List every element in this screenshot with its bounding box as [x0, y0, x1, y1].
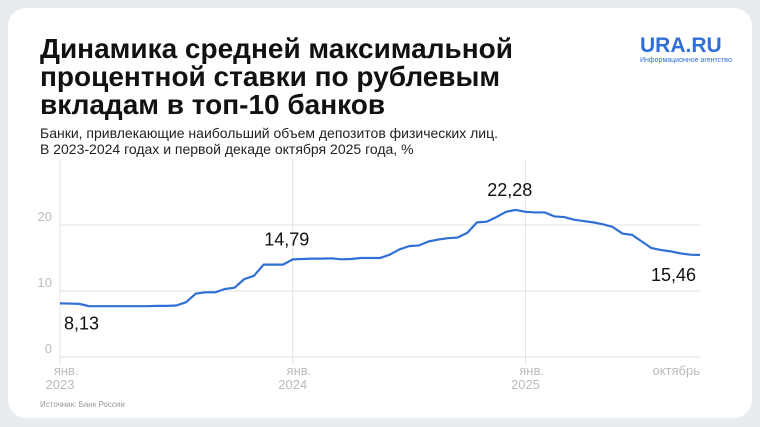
logo-caption: Информационное агентство [640, 57, 732, 64]
card [8, 8, 752, 418]
y-tick-label: 10 [38, 275, 52, 290]
y-tick-label: 20 [38, 209, 52, 224]
data-label: 15,46 [651, 265, 696, 285]
source: Источник: Банк России [40, 400, 125, 409]
chart-title: Динамика средней максимальной [40, 33, 513, 64]
x-tick-label: янв. 2024 [278, 363, 315, 392]
line [59, 208, 701, 308]
x-tick-label: янв. 2025 [511, 363, 548, 392]
x-tick-label: октябрь [652, 363, 700, 378]
chart-title: вкладам в топ-10 банков [40, 89, 385, 120]
chart-title: процентной ставки по рублевым [40, 61, 500, 92]
logo: URA.RU [640, 34, 722, 57]
x-tick-label: янв. 2023 [46, 363, 83, 392]
data-label: 22,28 [487, 180, 532, 200]
y-tick-label: 0 [45, 341, 52, 356]
data-label: 14,79 [264, 229, 309, 249]
data-label: 8,13 [64, 313, 99, 333]
chart-subtitle: В 2023-2024 годах и первой декаде октябр… [40, 141, 414, 157]
chart-subtitle: Банки, привлекающие наибольший объем деп… [40, 125, 498, 141]
